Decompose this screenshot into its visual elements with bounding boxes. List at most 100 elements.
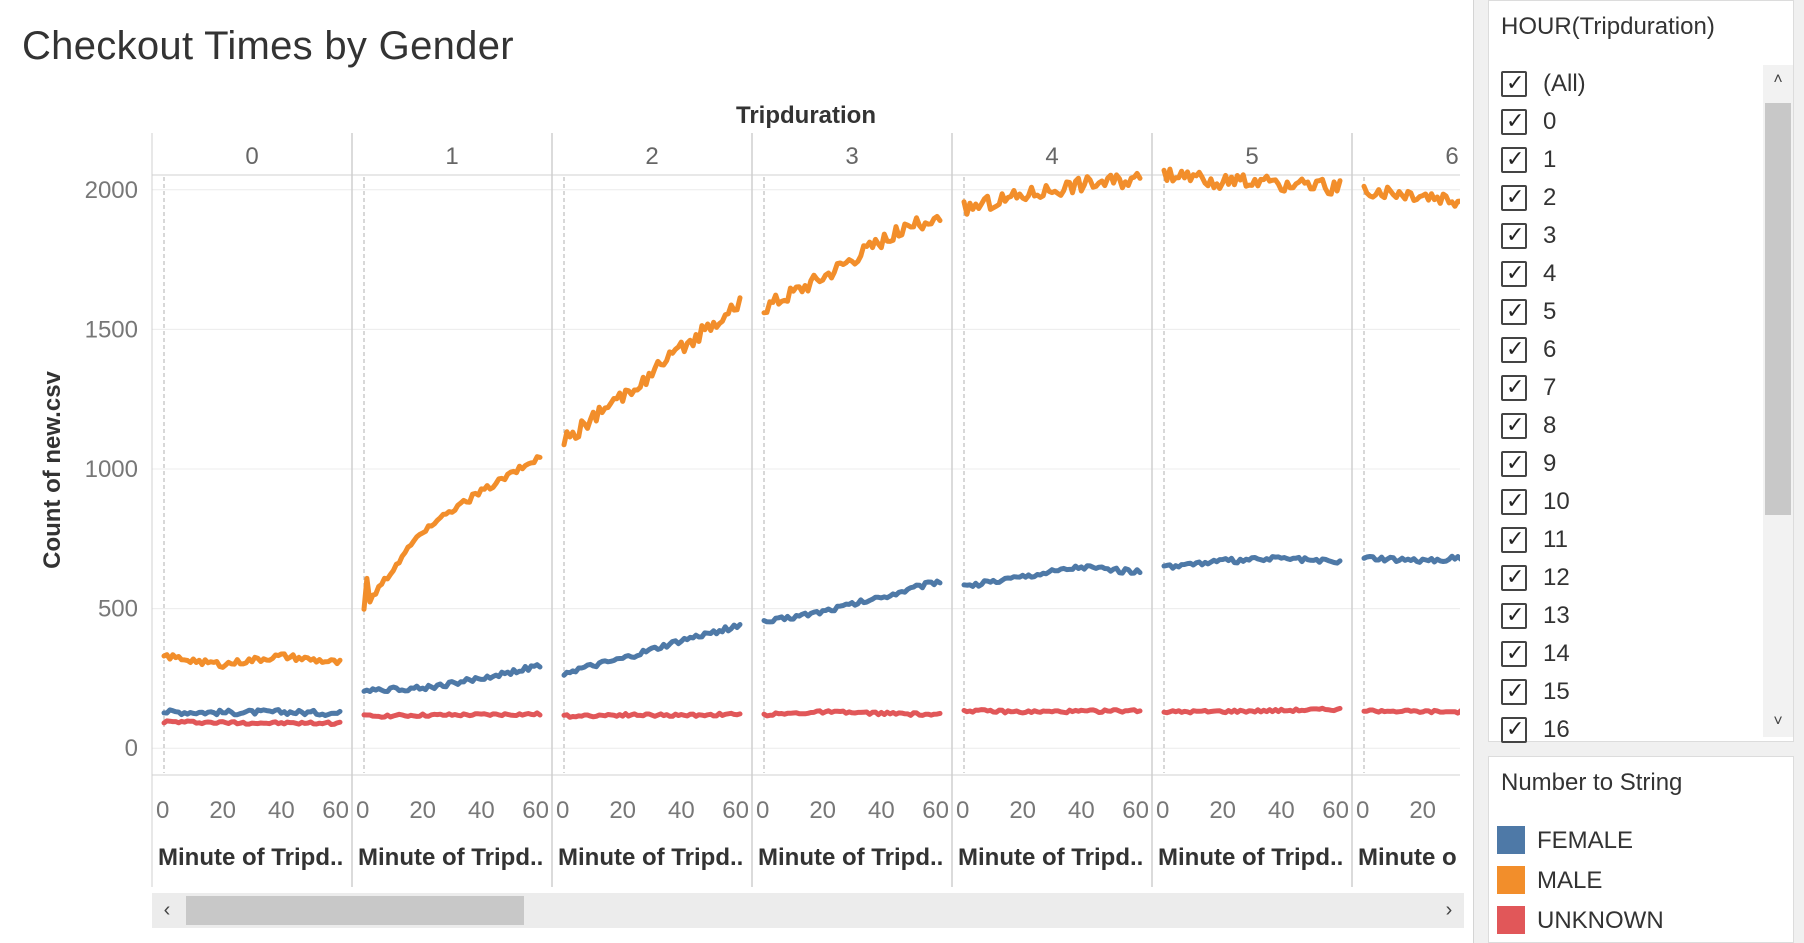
x-tick-label: 60	[522, 797, 549, 824]
filter-item-6[interactable]: 6	[1501, 333, 1761, 371]
x-tick-label: 0	[1356, 797, 1369, 824]
legend-item-unknown[interactable]: UNKNOWN	[1497, 903, 1757, 935]
scroll-left-icon[interactable]: ‹	[163, 899, 171, 921]
checkbox-checked-icon[interactable]	[1501, 526, 1527, 553]
x-axis-label: Minute of Tripd..	[558, 844, 743, 871]
checkbox-checked-icon[interactable]	[1501, 640, 1527, 667]
scroll-down-icon[interactable]: ˅	[1773, 713, 1783, 730]
checkbox-checked-icon[interactable]	[1501, 184, 1527, 211]
filter-item-0[interactable]: 0	[1501, 105, 1761, 143]
filter-item-label: 4	[1543, 260, 1557, 287]
series-line-female-hour-4	[961, 563, 1143, 589]
x-tick-label: 0	[156, 797, 169, 824]
filter-item-label: 16	[1543, 716, 1570, 743]
filter-item-label: 12	[1543, 564, 1570, 591]
checkbox-checked-icon[interactable]	[1501, 108, 1527, 135]
scroll-thumb[interactable]	[186, 896, 524, 925]
filter-item-16[interactable]: 16	[1501, 713, 1761, 751]
legend-card: Number to String FEMALE MALE UNKNOWN	[1488, 756, 1794, 943]
x-tick-label: 40	[468, 797, 495, 824]
vertical-scrollbar[interactable]: ˄ ˅	[1763, 65, 1793, 737]
scroll-thumb[interactable]	[1765, 103, 1791, 515]
x-tick-label: 40	[268, 797, 295, 824]
checkbox-checked-icon[interactable]	[1501, 602, 1527, 629]
scroll-up-icon[interactable]: ˄	[1773, 71, 1783, 88]
filter-item-1[interactable]: 1	[1501, 143, 1761, 181]
legend-item-female[interactable]: FEMALE	[1497, 823, 1757, 855]
checkbox-checked-icon[interactable]	[1501, 222, 1527, 249]
series-line-male-hour-0	[161, 651, 343, 670]
filter-item-label: 14	[1543, 640, 1570, 667]
filter-item-label: 11	[1543, 526, 1568, 553]
legend-swatch	[1497, 826, 1525, 854]
filter-item-5[interactable]: 5	[1501, 295, 1761, 333]
series-line-male-hour-3	[761, 213, 943, 316]
filter-item-label: 10	[1543, 488, 1570, 515]
checkbox-checked-icon[interactable]	[1501, 564, 1527, 591]
x-tick-label: 20	[1209, 797, 1236, 824]
x-tick-label: 0	[556, 797, 569, 824]
filter-item-label: 13	[1543, 602, 1570, 629]
filter-item-all[interactable]: (All)	[1501, 67, 1761, 105]
filter-item-10[interactable]: 10	[1501, 485, 1761, 523]
filter-item-label: 7	[1543, 374, 1557, 401]
checkbox-checked-icon[interactable]	[1501, 374, 1527, 401]
x-tick-label: 60	[722, 797, 749, 824]
filter-item-11[interactable]: 11	[1501, 523, 1761, 561]
series-line-unknown-hour-2	[561, 710, 743, 720]
x-tick-label: 0	[1156, 797, 1169, 824]
x-axis-label: Minute o	[1358, 844, 1457, 871]
checkbox-checked-icon[interactable]	[1501, 336, 1527, 363]
filter-item-15[interactable]: 15	[1501, 675, 1761, 713]
checkbox-checked-icon[interactable]	[1501, 450, 1527, 477]
x-tick-label: 20	[209, 797, 236, 824]
filter-item-14[interactable]: 14	[1501, 637, 1761, 675]
panel-header-2: 2	[645, 143, 658, 170]
panel-header-1: 1	[445, 143, 458, 170]
checkbox-checked-icon[interactable]	[1501, 298, 1527, 325]
series-line-male-hour-6	[1361, 183, 1460, 209]
legend-label: UNKNOWN	[1537, 907, 1664, 934]
x-axis-label: Minute of Tripd..	[758, 844, 943, 871]
filter-item-8[interactable]: 8	[1501, 409, 1761, 447]
y-tick-label: 1000	[85, 456, 138, 483]
filter-item-12[interactable]: 12	[1501, 561, 1761, 599]
panel-header-5: 5	[1245, 143, 1258, 170]
filter-item-13[interactable]: 13	[1501, 599, 1761, 637]
series-line-male-hour-2	[561, 295, 743, 448]
filter-item-2[interactable]: 2	[1501, 181, 1761, 219]
x-tick-label: 20	[609, 797, 636, 824]
checkbox-checked-icon[interactable]	[1501, 716, 1527, 743]
filter-item-4[interactable]: 4	[1501, 257, 1761, 295]
checkbox-checked-icon[interactable]	[1501, 70, 1527, 97]
checkbox-checked-icon[interactable]	[1501, 260, 1527, 287]
scroll-right-icon[interactable]: ›	[1445, 899, 1453, 921]
x-tick-label: 20	[1409, 797, 1436, 824]
x-tick-label: 20	[1009, 797, 1036, 824]
filter-card: HOUR(Tripduration) (All)0123456789101112…	[1488, 0, 1794, 743]
checkbox-checked-icon[interactable]	[1501, 678, 1527, 705]
panel-header-4: 4	[1045, 143, 1058, 170]
filter-title: HOUR(Tripduration)	[1501, 13, 1715, 40]
filter-item-7[interactable]: 7	[1501, 371, 1761, 409]
x-axis-label: Minute of Tripd..	[358, 844, 543, 871]
series-line-male-hour-1	[361, 454, 543, 612]
filter-item-label: 0	[1543, 108, 1557, 135]
checkbox-checked-icon[interactable]	[1501, 488, 1527, 515]
x-tick-label: 60	[1322, 797, 1349, 824]
checkbox-checked-icon[interactable]	[1501, 412, 1527, 439]
legend-item-male[interactable]: MALE	[1497, 863, 1757, 895]
x-axis-label: Minute of Tripd..	[158, 844, 343, 871]
filter-item-label: 15	[1543, 678, 1570, 705]
filter-item-9[interactable]: 9	[1501, 447, 1761, 485]
x-tick-label: 40	[1268, 797, 1295, 824]
x-tick-label: 0	[956, 797, 969, 824]
legend-label: MALE	[1537, 867, 1603, 894]
filter-item-3[interactable]: 3	[1501, 219, 1761, 257]
horizontal-scrollbar[interactable]: ‹ ›	[152, 893, 1464, 928]
filter-item-label: 5	[1543, 298, 1557, 325]
x-tick-label: 60	[1122, 797, 1149, 824]
checkbox-checked-icon[interactable]	[1501, 146, 1527, 173]
series-line-female-hour-2	[561, 622, 743, 678]
